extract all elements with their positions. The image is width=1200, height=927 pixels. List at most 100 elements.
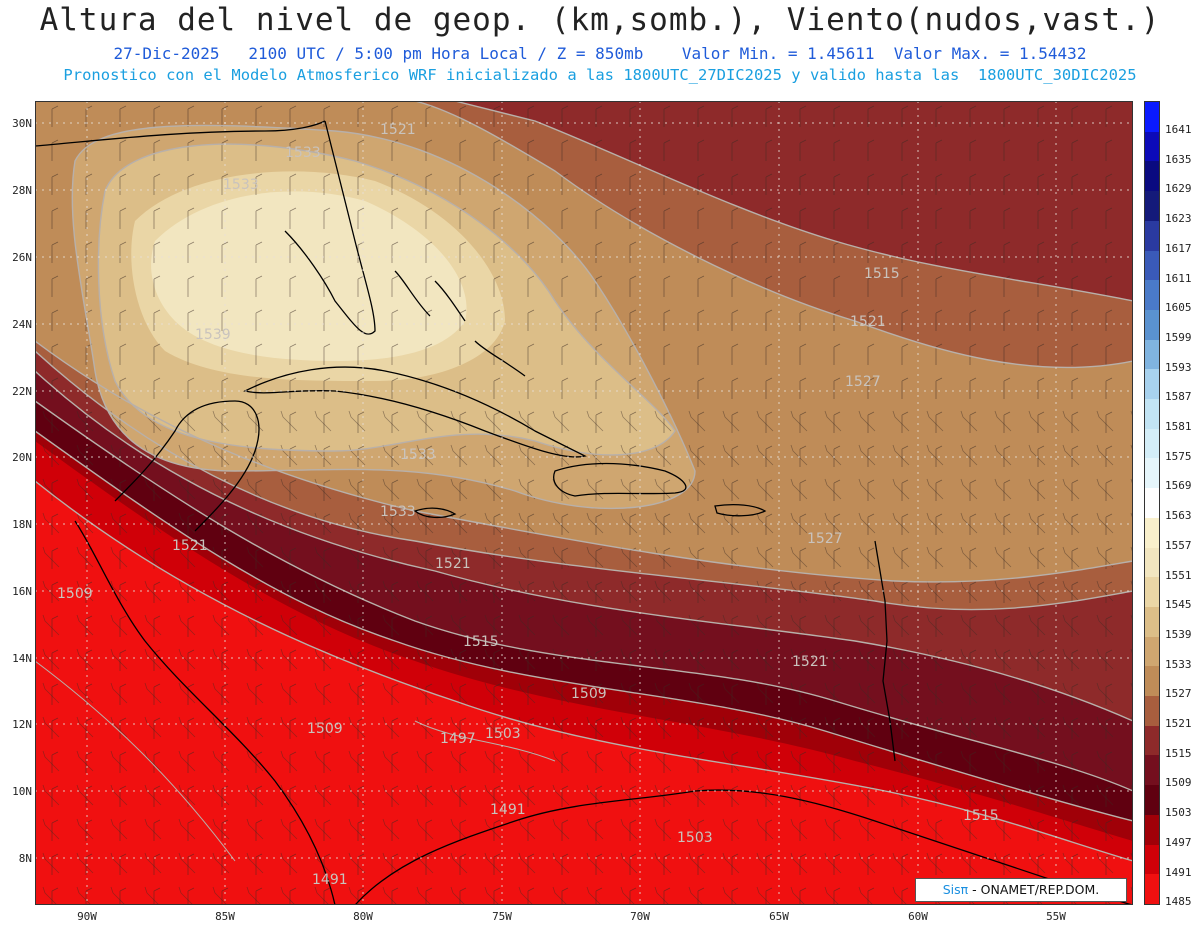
contour-label: 1497: [440, 731, 476, 747]
colorbar-label: 1617: [1165, 241, 1192, 255]
colorbar-swatch: [1145, 488, 1159, 518]
wind-barbs-south: [35, 401, 1133, 905]
colorbar-swatch: [1145, 191, 1159, 221]
colorbar-label: 1509: [1165, 776, 1192, 790]
colorbar-swatch: [1145, 547, 1159, 578]
contour-label: 1521: [792, 654, 828, 670]
colorbar-label: 1611: [1165, 271, 1192, 285]
contour-label: 1515: [463, 634, 499, 650]
colorbar-swatch: [1145, 517, 1159, 548]
central-america-coast: [74, 520, 336, 905]
lon-tick: 80W: [353, 910, 373, 923]
colorbar-swatch: [1145, 458, 1159, 489]
map-title: Altura del nivel de geop. (km,somb.), Vi…: [39, 2, 1161, 38]
colorbar-label: 1545: [1165, 598, 1192, 612]
contour-label: 1539: [195, 327, 231, 343]
contour-label: 1509: [571, 686, 607, 702]
lon-tick: 60W: [908, 910, 928, 923]
jamaica-coast: [413, 507, 457, 519]
colorbar-label: 1599: [1165, 330, 1192, 344]
lat-tick: 28N: [12, 184, 32, 197]
colorbar-label: 1635: [1165, 152, 1192, 166]
colorbar-swatch: [1145, 339, 1159, 370]
lat-lon-grid: [35, 101, 1133, 905]
geopotential-map: 1521 1533 1533 1539 1533 1515 1521 1527 …: [35, 101, 1133, 905]
coastlines: [35, 120, 1133, 905]
colorbar-label: 1557: [1165, 538, 1192, 552]
contour-label: 1509: [57, 586, 93, 602]
colorbar-label: 1515: [1165, 746, 1192, 760]
colorbar-swatch: [1145, 309, 1159, 340]
gulf-coast: [35, 120, 326, 147]
colorbar-swatch: [1145, 755, 1159, 786]
contour-label: 1527: [845, 374, 881, 390]
colorbar-swatch: [1145, 814, 1159, 845]
lon-tick: 85W: [215, 910, 235, 923]
colorbar-swatch: [1145, 369, 1159, 400]
colorbar-swatch: [1145, 636, 1159, 667]
contour-label: 1533: [285, 145, 321, 161]
colorbar-label: 1587: [1165, 390, 1192, 404]
contour-label: 1533: [380, 504, 416, 520]
credit-text: - ONAMET/REP.DOM.: [968, 882, 1100, 897]
colorbar-label: 1605: [1165, 301, 1192, 315]
colorbar-label: 1485: [1165, 895, 1192, 909]
colorbar-swatch: [1145, 131, 1159, 162]
lat-tick: 20N: [12, 451, 32, 464]
lon-tick: 90W: [77, 910, 97, 923]
colorbar-swatch: [1145, 874, 1159, 904]
colorbar-swatch: [1145, 250, 1159, 281]
lesser-antilles: [874, 540, 896, 762]
contour-label: 1491: [312, 872, 348, 888]
colorbar-label: 1623: [1165, 212, 1192, 226]
contour-label: 1521: [435, 556, 471, 572]
lon-tick: 65W: [769, 910, 789, 923]
lat-tick: 12N: [12, 718, 32, 731]
colorbar-label: 1533: [1165, 657, 1192, 671]
colorbar-label: 1491: [1165, 865, 1192, 879]
colorbar-swatch: [1145, 428, 1159, 459]
contour-labels: 1521 1533 1533 1539 1533 1515 1521 1527 …: [57, 122, 999, 888]
bahamas: [394, 270, 526, 377]
contour-label: 1503: [677, 830, 713, 846]
contour-label: 1491: [490, 802, 526, 818]
contour-label: 1509: [307, 721, 343, 737]
colorbar-label: 1641: [1165, 123, 1192, 136]
colorbar-label: 1629: [1165, 182, 1192, 196]
colorbar-swatch: [1145, 844, 1159, 875]
lat-tick: 14N: [12, 652, 32, 665]
lon-tick: 55W: [1046, 910, 1066, 923]
lat-tick: 16N: [12, 585, 32, 598]
colorbar-label: 1539: [1165, 627, 1192, 641]
valid-time-subtitle: 27-Dic-2025 2100 UTC / 5:00 pm Hora Loca…: [113, 44, 1087, 63]
contour-label: 1527: [807, 531, 843, 547]
contour-label: 1515: [963, 808, 999, 824]
colorbar-label: 1527: [1165, 687, 1192, 701]
hispaniola-coast: [553, 462, 687, 497]
colorbar-swatch: [1145, 399, 1159, 429]
contour-label: 1521: [172, 538, 208, 554]
lat-tick: 18N: [12, 518, 32, 531]
colorbar-label: 1563: [1165, 509, 1192, 523]
model-run-subtitle: Pronostico con el Modelo Atmosferico WRF…: [63, 66, 1137, 84]
cuba-coast: [243, 366, 587, 458]
puerto-rico-coast: [714, 504, 767, 517]
colorbar-swatch: [1145, 280, 1159, 310]
lat-tick: 8N: [18, 852, 32, 865]
florida-coast: [284, 120, 376, 335]
lat-tick: 10N: [12, 785, 32, 798]
contour-label: 1533: [400, 447, 436, 463]
colorbar-label: 1575: [1165, 449, 1192, 463]
contour-label: 1521: [850, 314, 886, 330]
colorbar-label: 1503: [1165, 806, 1192, 820]
colorbar-swatch: [1145, 577, 1159, 607]
contour-lines: [35, 101, 1133, 862]
colorbar: [1144, 101, 1160, 905]
colorbar-label: 1497: [1165, 835, 1192, 849]
colorbar-swatch: [1145, 725, 1159, 756]
contour-label: 1515: [864, 266, 900, 282]
colorbar-swatch: [1145, 220, 1159, 251]
contour-label: 1533: [223, 177, 259, 193]
colorbar-swatch: [1145, 606, 1159, 637]
colorbar-label: 1569: [1165, 479, 1192, 493]
